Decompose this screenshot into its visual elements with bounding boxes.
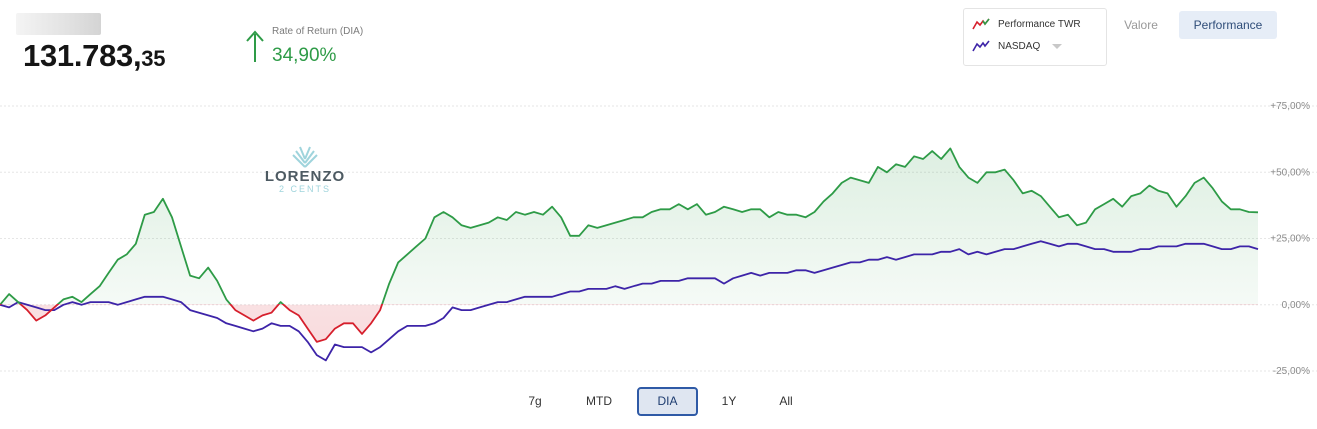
watermark-logo: LORENZO 2 CENTS: [265, 146, 345, 194]
nasdaq-series-line: [0, 240, 1259, 362]
chevron-down-icon[interactable]: [1052, 43, 1063, 49]
rate-of-return-value: 34,90%: [272, 45, 337, 66]
line-series-icon: [972, 18, 990, 30]
legend-label-nasdaq: NASDAQ: [998, 40, 1041, 52]
legend-item-performance[interactable]: Performance TWR: [972, 18, 1081, 30]
range-button-7g[interactable]: 7g: [528, 394, 542, 408]
masked-portfolio-name: [16, 13, 101, 35]
wings-icon: [292, 146, 318, 168]
range-button-dia[interactable]: DIA: [637, 387, 698, 416]
performance-toggle-button[interactable]: Performance: [1179, 11, 1277, 39]
y-tick-label: +25,00%: [1270, 234, 1310, 245]
chart-legend: Performance TWR NASDAQ: [963, 8, 1107, 66]
valore-toggle-button[interactable]: Valore: [1124, 18, 1158, 32]
range-button-all[interactable]: All: [779, 394, 793, 408]
line-series-icon: [972, 40, 990, 52]
y-tick-label: 0,00%: [1282, 300, 1310, 311]
range-button-mtd[interactable]: MTD: [586, 394, 612, 408]
y-tick-label: +50,00%: [1270, 167, 1310, 178]
legend-label-performance: Performance TWR: [998, 18, 1081, 30]
range-button-1y[interactable]: 1Y: [721, 394, 737, 408]
arrow-up-icon: [246, 30, 264, 62]
range-selector: 7g MTD DIA 1Y All: [0, 387, 1317, 417]
portfolio-value-decimal: 35: [141, 46, 166, 71]
portfolio-value-integer: 131.783,: [23, 38, 142, 73]
y-tick-label: +75,00%: [1270, 101, 1310, 112]
rate-of-return-label: Rate of Return (DIA): [272, 26, 364, 37]
performance-area-negative: [0, 304, 1258, 342]
watermark-title: LORENZO: [265, 168, 345, 185]
y-tick-label: -25,00%: [1273, 366, 1310, 377]
performance-area-positive: [0, 148, 1258, 304]
legend-item-nasdaq[interactable]: NASDAQ: [972, 40, 1063, 52]
watermark-subtitle: 2 CENTS: [279, 184, 331, 194]
performance-series-line-positive: [0, 147, 1259, 304]
portfolio-value: 131.783,35: [23, 38, 165, 74]
